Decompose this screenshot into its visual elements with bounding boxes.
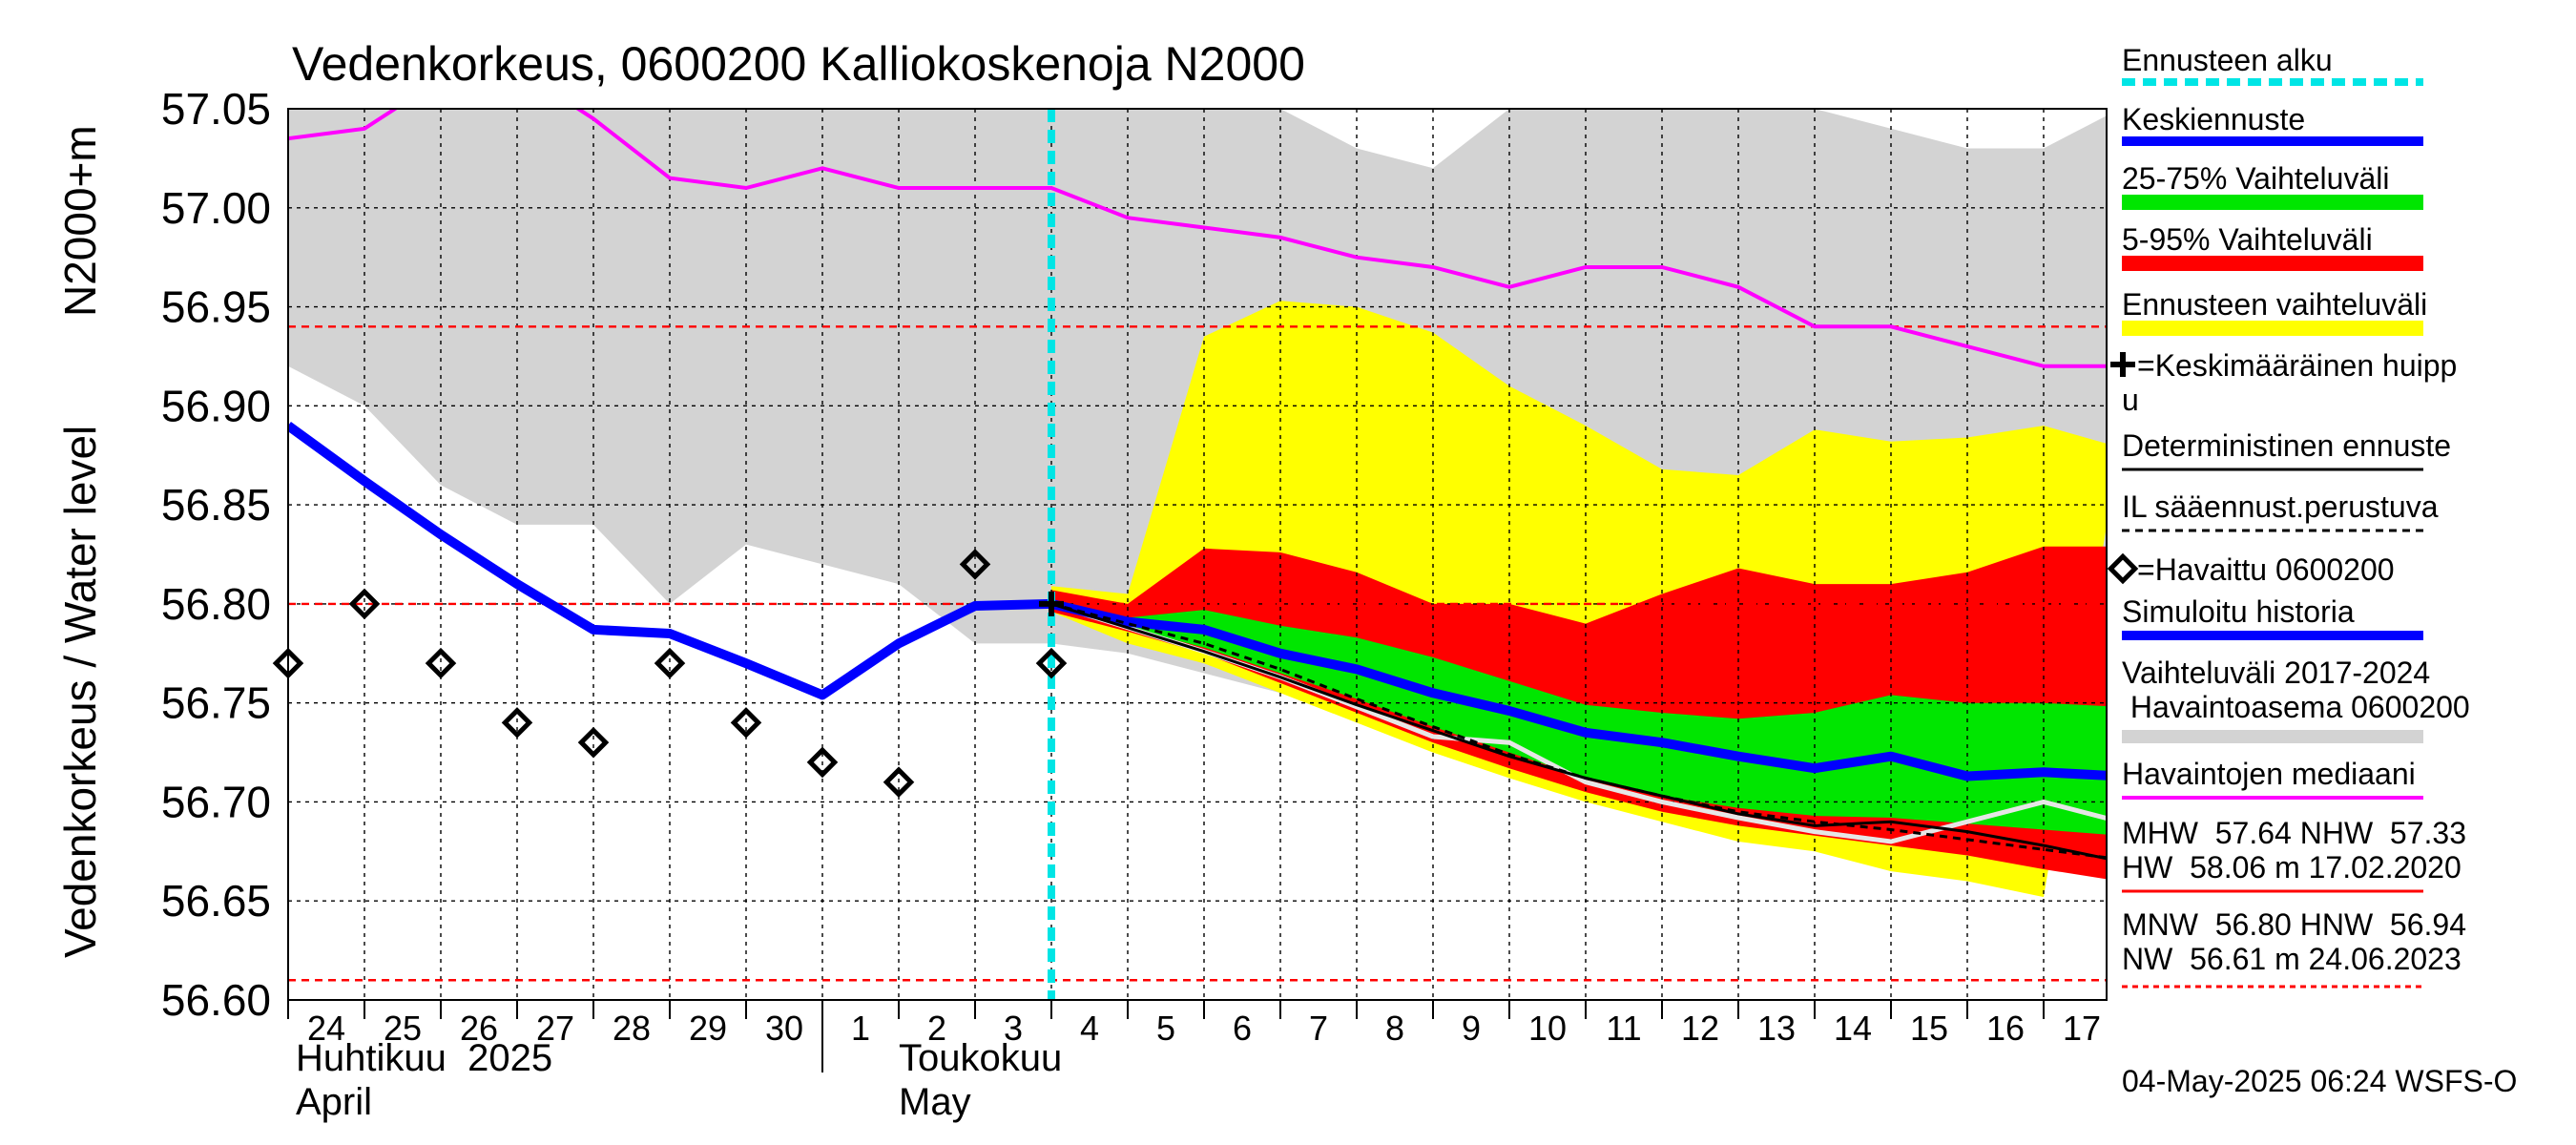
x-tick-label: 1 <box>851 1009 870 1048</box>
legend-stats-4: NW 56.61 m 24.06.2023 <box>2122 942 2462 976</box>
x-tick-label: 5 <box>1156 1009 1175 1048</box>
chart-title: Vedenkorkeus, 0600200 Kalliokoskenoja N2… <box>292 37 1305 91</box>
il-forecast-line <box>1050 602 2107 860</box>
legend-mean-peak-label-2: u <box>2122 383 2139 417</box>
x-tick-label: 10 <box>1528 1009 1567 1048</box>
x-tick-label: 6 <box>1233 1009 1252 1048</box>
observed-marker <box>730 707 762 739</box>
x-tick-label: 25 <box>384 1009 422 1048</box>
legend-range-label-2: Havaintoasema 0600200 <box>2122 690 2470 724</box>
legend-p25-75-label: 25-75% Vaihteluväli <box>2122 161 2389 196</box>
y-tick-label: 56.75 <box>161 678 271 728</box>
observed-marker <box>654 647 686 679</box>
x-tick-label: 30 <box>765 1009 803 1048</box>
x-tick-label: 9 <box>1462 1009 1481 1048</box>
y-tick-label: 56.60 <box>161 975 271 1025</box>
legend-observed-marker <box>2107 552 2139 585</box>
x-tick-label: 13 <box>1757 1009 1796 1048</box>
legend-forecast-range-label: Ennusteen vaihteluväli <box>2122 287 2427 322</box>
legend-mean-peak-marker <box>2110 352 2135 377</box>
x-tick-label: 17 <box>2063 1009 2101 1048</box>
legend-median-obs-label: Havaintojen mediaani <box>2122 757 2416 791</box>
y-tick-label: 57.05 <box>161 84 271 134</box>
month-label-april-en: April <box>296 1081 372 1123</box>
legend-il-forecast-label: IL sääennust.perustuva <box>2122 489 2439 524</box>
legend-deterministic-label: Deterministinen ennuste <box>2122 428 2451 463</box>
legend-p5-95-label: 5-95% Vaihteluväli <box>2122 222 2373 257</box>
y-tick-label: 56.80 <box>161 579 271 629</box>
x-tick-label: 14 <box>1834 1009 1872 1048</box>
x-tick-label: 12 <box>1681 1009 1719 1048</box>
x-tick-label: 15 <box>1910 1009 1948 1048</box>
month-label-april-fi: Huhtikuu 2025 <box>296 1037 552 1079</box>
legend: Ennusteen alku Keskiennuste 25-75% Vaiht… <box>2107 43 2470 989</box>
legend-observed-label: =Havaittu 0600200 <box>2137 552 2395 587</box>
legend-mean-peak-label: =Keskimääräinen huipp <box>2137 348 2457 383</box>
observed-marker <box>425 647 457 679</box>
legend-stats-3: MNW 56.80 HNW 56.94 <box>2122 907 2466 942</box>
legend-stats-1: MHW 57.64 NHW 57.33 <box>2122 816 2466 850</box>
month-label-may-en: May <box>899 1081 971 1123</box>
x-tick-label: 26 <box>460 1009 498 1048</box>
y-tick-label: 56.70 <box>161 777 271 826</box>
legend-range-label-1: Vaihteluväli 2017-2024 <box>2122 656 2430 690</box>
x-tick-label: 27 <box>536 1009 574 1048</box>
observed-marker <box>883 766 915 798</box>
median-forecast-line <box>1049 599 2107 781</box>
legend-median-forecast-label: Keskiennuste <box>2122 102 2305 136</box>
observed-marker <box>577 726 610 759</box>
y-tick-label: 56.90 <box>161 381 271 430</box>
legend-forecast-start-label: Ennusteen alku <box>2122 43 2333 77</box>
y-axis-unit: N2000+m <box>55 125 105 317</box>
y-tick-label: 56.95 <box>161 282 271 332</box>
x-tick-label: 4 <box>1080 1009 1099 1048</box>
plot-frame <box>287 108 2108 1001</box>
observed-marker <box>1035 647 1068 679</box>
x-tick-label: 16 <box>1986 1009 2025 1048</box>
x-tick-label: 7 <box>1309 1009 1328 1048</box>
x-tick-label: 11 <box>1606 1009 1641 1048</box>
x-tick-label: 8 <box>1385 1009 1404 1048</box>
observed-marker <box>959 549 991 580</box>
month-label-may-fi: Toukokuu <box>899 1037 1062 1079</box>
observed-marker <box>348 588 381 620</box>
x-tick-label: 24 <box>307 1009 345 1048</box>
x-tick-label: 3 <box>1004 1009 1023 1048</box>
x-tick-label: 29 <box>689 1009 727 1048</box>
y-tick-label: 56.85 <box>161 480 271 530</box>
mean-peak-marker <box>1039 591 1064 616</box>
y-tick-label: 57.00 <box>161 183 271 233</box>
x-tick-label: 28 <box>613 1009 651 1048</box>
observed-marker <box>806 746 839 779</box>
simulated-history-line <box>288 422 1052 700</box>
y-tick-label: 56.65 <box>161 876 271 926</box>
legend-simulated-label: Simuloitu historia <box>2122 594 2355 629</box>
x-tick-label: 2 <box>927 1009 946 1048</box>
y-axis-label: Vedenkorkeus / Water level <box>55 426 105 958</box>
observed-marker <box>272 647 304 679</box>
legend-stats-2: HW 58.06 m 17.02.2020 <box>2122 850 2462 885</box>
footer-timestamp: 04-May-2025 06:24 WSFS-O <box>2122 1064 2517 1098</box>
median-observations-line <box>288 109 2107 368</box>
observed-marker <box>501 707 533 739</box>
